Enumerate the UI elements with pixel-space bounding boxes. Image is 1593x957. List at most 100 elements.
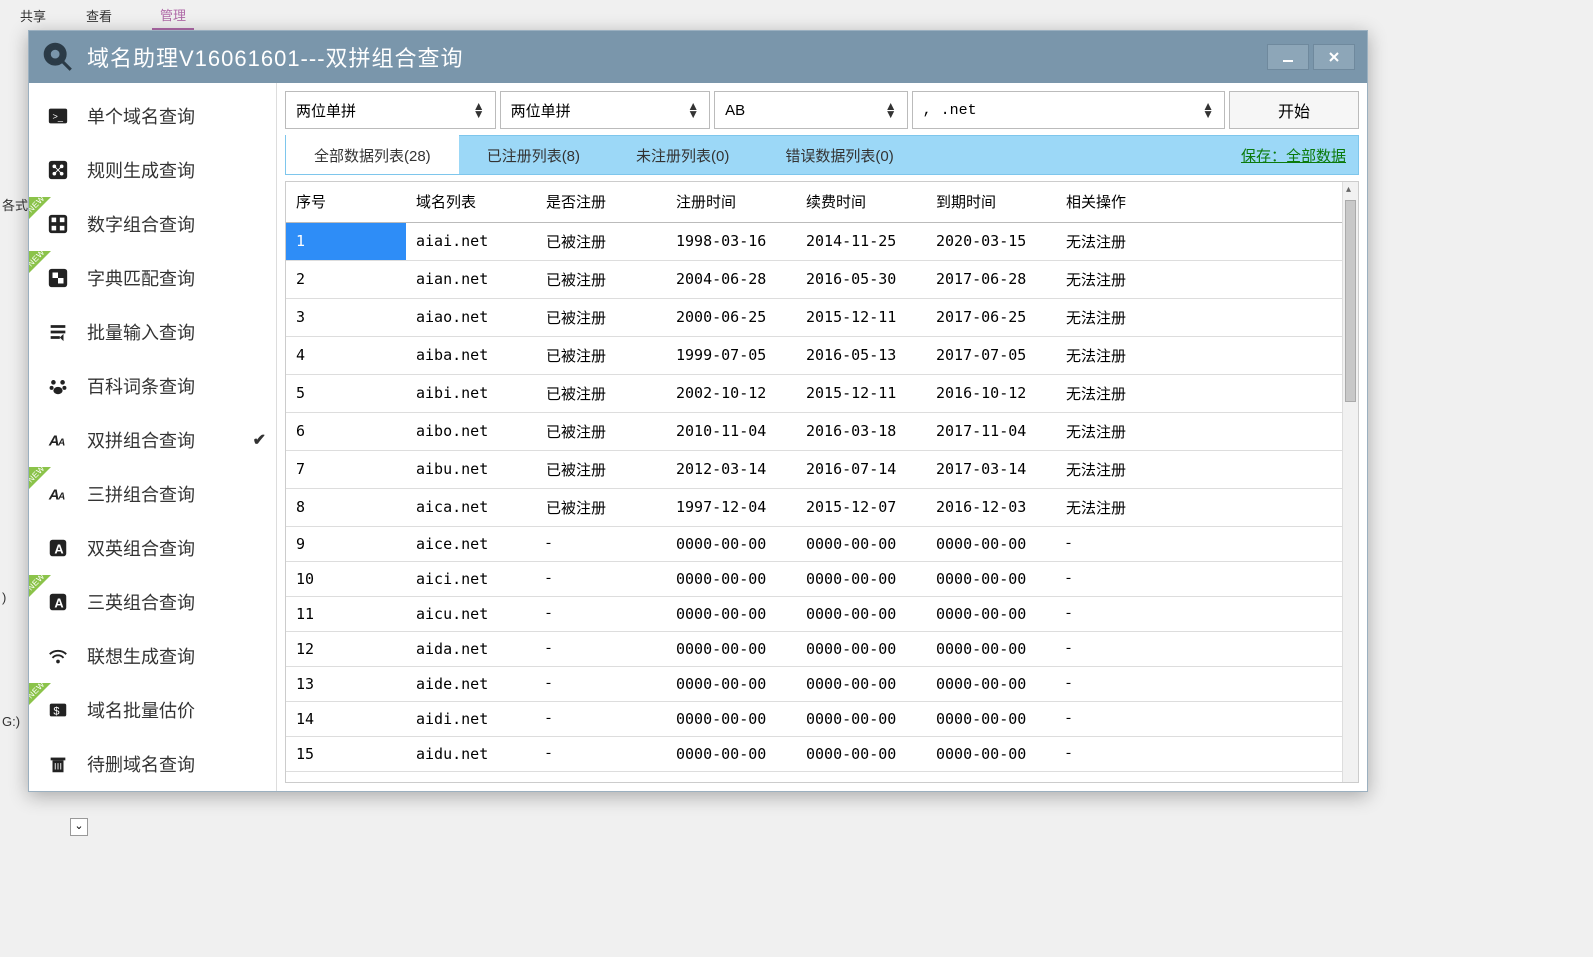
table-row[interactable]: 4aiba.net已被注册1999-07-052016-05-132017-07… xyxy=(286,336,1358,374)
table-row[interactable]: 8aica.net已被注册1997-12-042015-12-072016-12… xyxy=(286,488,1358,526)
table-cell: 已被注册 xyxy=(536,260,666,298)
table-cell: 无法注册 xyxy=(1056,374,1358,412)
table-cell: 无法注册 xyxy=(1056,298,1358,336)
column-header[interactable]: 序号 xyxy=(286,182,406,222)
table-cell: 已被注册 xyxy=(536,488,666,526)
table-cell: aibo.net xyxy=(406,412,536,450)
minimize-button[interactable] xyxy=(1267,44,1309,70)
result-tabs: 全部数据列表(28) 已注册列表(8) 未注册列表(0) 错误数据列表(0) 保… xyxy=(285,135,1359,175)
table-cell: 0000-00-00 xyxy=(796,736,926,771)
table-cell: aida.net xyxy=(406,631,536,666)
column-header[interactable]: 注册时间 xyxy=(666,182,796,222)
ribbon-tab[interactable]: 查看 xyxy=(86,6,112,25)
table-cell: 2016-03-18 xyxy=(796,412,926,450)
table-cell: 2017-11-04 xyxy=(926,412,1056,450)
table-cell: 0000-00-00 xyxy=(796,596,926,631)
results-table-wrap: 序号域名列表是否注册注册时间续费时间到期时间相关操作1aiai.net已被注册1… xyxy=(285,181,1359,783)
table-cell: aibu.net xyxy=(406,450,536,488)
table-row[interactable]: 3aiao.net已被注册2000-06-252015-12-112017-06… xyxy=(286,298,1358,336)
sidebar-item-5[interactable]: 百科词条查询 xyxy=(29,359,276,413)
table-row[interactable]: 15aidu.net-0000-00-000000-00-000000-00-0… xyxy=(286,736,1358,771)
table-cell: 2015-12-11 xyxy=(796,298,926,336)
select-value: , .net xyxy=(923,102,977,119)
ribbon-tab[interactable]: 共享 xyxy=(20,6,46,25)
sidebar-item-12[interactable]: 待删域名查询 xyxy=(29,737,276,791)
table-cell: - xyxy=(1056,736,1358,771)
titlebar[interactable]: 域名助理V16061601---双拼组合查询 xyxy=(29,31,1367,83)
table-row[interactable]: 6aibo.net已被注册2010-11-042016-03-182017-11… xyxy=(286,412,1358,450)
table-cell: 15 xyxy=(286,736,406,771)
save-all-link[interactable]: 保存：全部数据 xyxy=(1241,136,1346,174)
sidebar-item-3[interactable]: 字典匹配查询 xyxy=(29,251,276,305)
host-ribbon: 共享 查看 管理 xyxy=(0,0,1593,30)
vertical-scrollbar[interactable] xyxy=(1342,182,1358,782)
table-cell: 无法注册 xyxy=(1056,412,1358,450)
sidebar-item-7[interactable]: AA三拼组合查询 xyxy=(29,467,276,521)
table-cell: 2015-12-11 xyxy=(796,374,926,412)
table-cell: 0000-00-00 xyxy=(796,701,926,736)
sidebar-item-6[interactable]: AA双拼组合查询✔ xyxy=(29,413,276,467)
sidebar-item-10[interactable]: 联想生成查询 xyxy=(29,629,276,683)
table-cell: 0000-00-00 xyxy=(926,701,1056,736)
table-row[interactable]: 11aicu.net-0000-00-000000-00-000000-00-0… xyxy=(286,596,1358,631)
table-cell: aicu.net xyxy=(406,596,536,631)
column-header[interactable]: 续费时间 xyxy=(796,182,926,222)
tab-errors[interactable]: 错误数据列表(0) xyxy=(757,136,921,174)
select-tld[interactable]: , .net ▲▼ xyxy=(912,91,1225,129)
ribbon-tab-active[interactable]: 管理 xyxy=(152,1,194,30)
table-cell: 2016-05-13 xyxy=(796,336,926,374)
table-cell: 7 xyxy=(286,450,406,488)
select-pinyin-1[interactable]: 两位单拼 ▲▼ xyxy=(285,91,496,129)
table-row[interactable]: 7aibu.net已被注册2012-03-142016-07-142017-03… xyxy=(286,450,1358,488)
table-cell: 已被注册 xyxy=(536,374,666,412)
tab-all[interactable]: 全部数据列表(28) xyxy=(286,135,459,174)
sidebar-item-4[interactable]: 批量输入查询 xyxy=(29,305,276,359)
start-button[interactable]: 开始 xyxy=(1229,91,1359,129)
table-row[interactable]: 9aice.net-0000-00-000000-00-000000-00-00… xyxy=(286,526,1358,561)
sidebar-item-label: 字典匹配查询 xyxy=(87,265,195,291)
sidebar-item-8[interactable]: A双英组合查询 xyxy=(29,521,276,575)
table-cell: aiba.net xyxy=(406,336,536,374)
table-cell: 0000-00-00 xyxy=(926,561,1056,596)
close-button[interactable] xyxy=(1313,44,1355,70)
table-row[interactable]: 1aiai.net已被注册1998-03-162014-11-252020-03… xyxy=(286,222,1358,260)
updown-icon: ▲▼ xyxy=(1202,102,1214,118)
table-row[interactable]: 12aida.net-0000-00-000000-00-000000-00-0… xyxy=(286,631,1358,666)
table-cell: 无法注册 xyxy=(1056,488,1358,526)
sidebar-item-label: 待删域名查询 xyxy=(87,751,195,777)
column-header[interactable]: 是否注册 xyxy=(536,182,666,222)
table-cell: - xyxy=(536,666,666,701)
sidebar-item-0[interactable]: >_单个域名查询 xyxy=(29,89,276,143)
table-row[interactable]: 10aici.net-0000-00-000000-00-000000-00-0… xyxy=(286,561,1358,596)
column-header[interactable]: 域名列表 xyxy=(406,182,536,222)
sidebar-item-9[interactable]: A三英组合查询 xyxy=(29,575,276,629)
new-badge-icon xyxy=(29,575,51,597)
window-title: 域名助理V16061601---双拼组合查询 xyxy=(87,41,464,73)
column-header[interactable]: 相关操作 xyxy=(1056,182,1358,222)
column-header[interactable]: 到期时间 xyxy=(926,182,1056,222)
tab-registered[interactable]: 已注册列表(8) xyxy=(459,136,608,174)
sidebar-item-label: 数字组合查询 xyxy=(87,211,195,237)
sidebar: >_单个域名查询规则生成查询数字组合查询字典匹配查询批量输入查询百科词条查询AA… xyxy=(29,83,277,791)
table-row[interactable]: 5aibi.net已被注册2002-10-122015-12-112016-10… xyxy=(286,374,1358,412)
chevron-down-icon[interactable]: ⌄ xyxy=(70,818,88,836)
results-table: 序号域名列表是否注册注册时间续费时间到期时间相关操作1aiai.net已被注册1… xyxy=(286,182,1358,772)
sidebar-item-2[interactable]: 数字组合查询 xyxy=(29,197,276,251)
tab-unregistered[interactable]: 未注册列表(0) xyxy=(608,136,757,174)
sidebar-item-label: 三拼组合查询 xyxy=(87,481,195,507)
sidebar-item-label: 规则生成查询 xyxy=(87,157,195,183)
table-row[interactable]: 14aidi.net-0000-00-000000-00-000000-00-0… xyxy=(286,701,1358,736)
sidebar-item-11[interactable]: $域名批量估价 xyxy=(29,683,276,737)
table-cell: 0000-00-00 xyxy=(796,666,926,701)
table-cell: 0000-00-00 xyxy=(926,736,1056,771)
select-pinyin-2[interactable]: 两位单拼 ▲▼ xyxy=(500,91,711,129)
table-cell: 2012-03-14 xyxy=(666,450,796,488)
sidebar-item-1[interactable]: 规则生成查询 xyxy=(29,143,276,197)
table-cell: - xyxy=(536,701,666,736)
table-cell: 1998-03-16 xyxy=(666,222,796,260)
terminal-icon: >_ xyxy=(43,105,73,127)
table-cell: 9 xyxy=(286,526,406,561)
select-pattern[interactable]: AB ▲▼ xyxy=(714,91,907,129)
table-row[interactable]: 13aide.net-0000-00-000000-00-000000-00-0… xyxy=(286,666,1358,701)
table-row[interactable]: 2aian.net已被注册2004-06-282016-05-302017-06… xyxy=(286,260,1358,298)
